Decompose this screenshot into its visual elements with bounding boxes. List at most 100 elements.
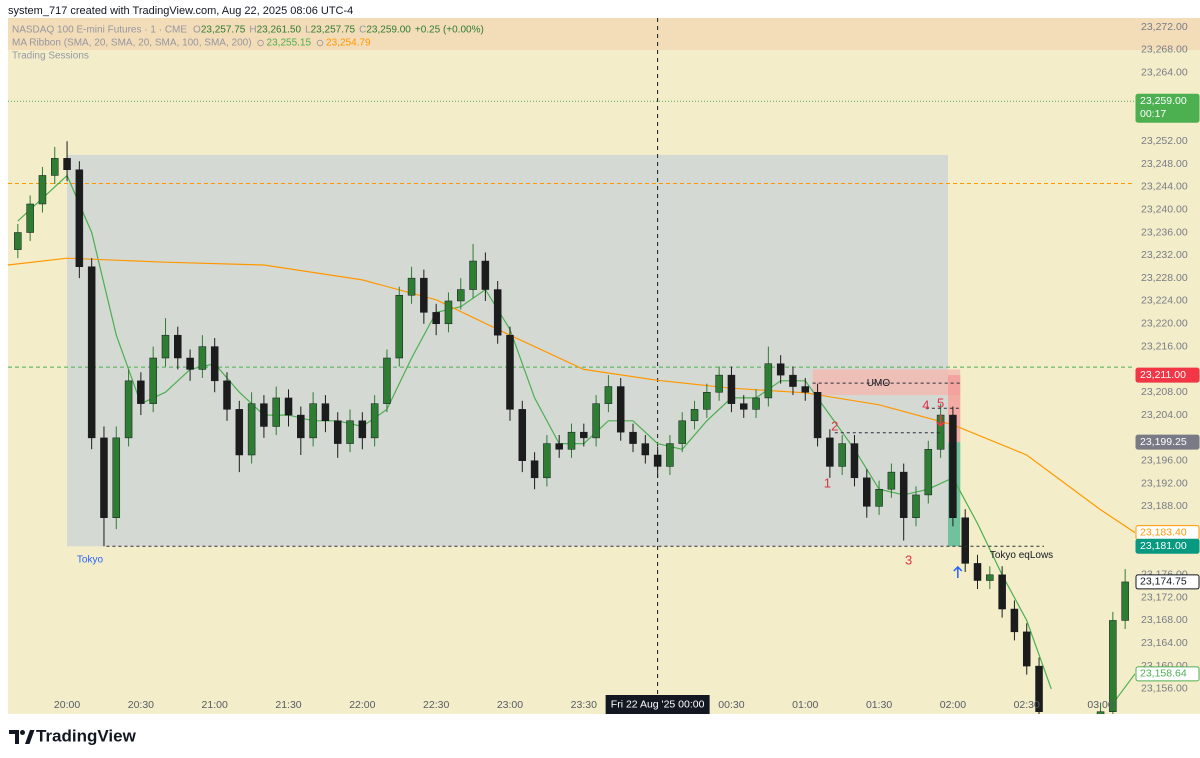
price-badge [1135, 367, 1200, 383]
candle-body [567, 431, 576, 450]
candle-body [210, 346, 219, 382]
indicator-name: Trading Sessions [12, 51, 89, 62]
candle-body [1121, 581, 1129, 621]
candle-body [75, 169, 84, 267]
y-tick-label: 23,268.00 [1141, 44, 1188, 56]
indicator-icon [257, 39, 264, 47]
candle-body [457, 289, 465, 302]
session-band [8, 18, 1200, 50]
signal-arrow [953, 565, 963, 578]
y-tick-label: 23,224.00 [1141, 295, 1188, 307]
candle-body [174, 334, 182, 359]
annotation: 2 [831, 418, 838, 433]
candle-body [961, 517, 969, 564]
candle-body [469, 260, 477, 290]
price-badge-label: 23,259.00 [1140, 95, 1187, 107]
candle-body [739, 403, 748, 410]
candle-body [63, 158, 71, 171]
candle-body [764, 363, 773, 399]
x-tick-label: 22:00 [349, 699, 375, 711]
candle-body [272, 397, 280, 427]
candle-body [912, 494, 920, 519]
price-badge [1135, 93, 1200, 123]
y-tick-label: 23,204.00 [1141, 409, 1188, 421]
x-tick-label: 02:30 [1014, 699, 1040, 711]
candle-body [986, 574, 994, 581]
candle-body [826, 437, 834, 467]
y-tick-label: 23,232.00 [1141, 249, 1188, 261]
price-badge [1135, 538, 1200, 554]
candle-body [444, 300, 453, 325]
candle-body [112, 437, 121, 519]
y-tick-label: 23,248.00 [1141, 158, 1188, 170]
candle-body [752, 397, 760, 410]
crosshair-label-bg [605, 695, 710, 714]
x-tick-label: 22:30 [423, 699, 449, 711]
y-tick-label: 23,220.00 [1141, 318, 1188, 330]
candle-body [703, 391, 711, 410]
price-badge [1135, 666, 1200, 682]
candle-body [555, 443, 563, 450]
x-tick-label: 21:30 [275, 699, 301, 711]
candle-body [149, 357, 157, 404]
plot-layer: UMO Tokyo eqLows Tokyo 1 2 3 4 5 [8, 18, 1135, 714]
candle-body [223, 380, 231, 410]
x-tick-label: 20:30 [128, 699, 154, 711]
candle-body [14, 232, 22, 250]
candle-body [776, 363, 785, 376]
candle-body [678, 420, 686, 444]
candle-body [543, 443, 551, 479]
price-badge-label: 23,158.64 [1140, 668, 1187, 680]
candle-body [506, 334, 514, 410]
candle-body [1010, 608, 1019, 633]
candle-body [887, 471, 896, 490]
session-label: Tokyo [77, 555, 104, 566]
candle-body [198, 346, 207, 370]
candle-body [629, 431, 637, 444]
legend-key: C [359, 25, 366, 36]
legend-value: 23,259.00 [366, 25, 411, 36]
candle-body [235, 409, 244, 456]
candle-body [407, 277, 416, 296]
candle-body [813, 391, 822, 439]
signal-arrow [936, 414, 946, 427]
candle-body [284, 397, 293, 416]
indicator-name: MA Ribbon (SMA, 20, SMA, 20, SMA, 100, S… [12, 38, 252, 49]
axis-layer: 23,272.0023,268.0023,264.0023,256.0023,2… [54, 21, 1200, 714]
indicator-value: 23,254.79 [326, 38, 371, 49]
candle-body [247, 403, 256, 456]
logo-icon [25, 730, 35, 744]
y-tick-label: 23,240.00 [1141, 203, 1188, 215]
candle-body [875, 488, 883, 507]
candle-body [838, 443, 846, 467]
candle-body [998, 574, 1006, 610]
candle-body [789, 374, 797, 387]
candle-body [1035, 665, 1043, 712]
logo: TradingView [9, 726, 137, 745]
candle-body [641, 443, 650, 456]
legend-key: H [249, 25, 256, 36]
candle-body [1022, 631, 1031, 667]
candle-body [1096, 711, 1105, 714]
candle-body [580, 431, 588, 439]
candle-body [850, 443, 859, 479]
candle-body [370, 403, 379, 439]
candle-body [51, 158, 59, 176]
drawing-label: UMO [867, 378, 891, 389]
x-tick-label: 02:00 [940, 699, 966, 711]
legend-value: 23,257.75 [201, 25, 246, 36]
x-tick-label: 20:00 [54, 699, 80, 711]
price-badge-countdown: 00:17 [1140, 108, 1166, 120]
candle-body [432, 312, 440, 325]
candle-body [801, 386, 810, 393]
annotation: 3 [905, 553, 912, 568]
x-tick-label: 23:30 [571, 699, 597, 711]
y-tick-label: 23,236.00 [1141, 226, 1188, 238]
x-tick-label: 21:00 [202, 699, 228, 711]
candle-body [1109, 620, 1117, 712]
candle-body [100, 437, 108, 519]
candle-body [518, 409, 527, 461]
candle-body [604, 386, 613, 404]
